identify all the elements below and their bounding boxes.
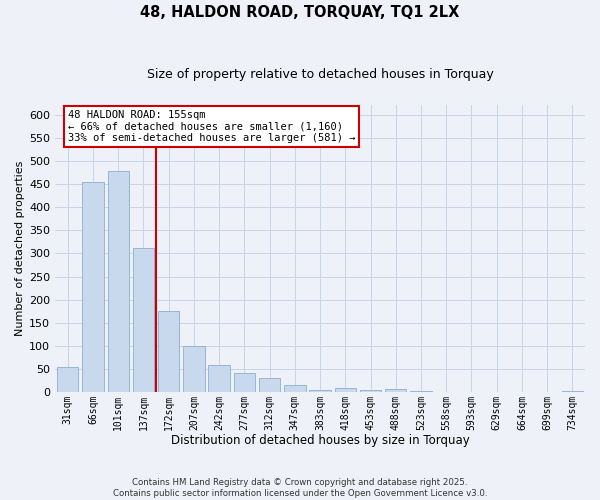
Bar <box>107 171 129 392</box>
Bar <box>360 390 381 392</box>
Text: 48 HALDON ROAD: 155sqm
← 66% of detached houses are smaller (1,160)
33% of semi-: 48 HALDON ROAD: 155sqm ← 66% of detached… <box>68 110 355 143</box>
Text: 48, HALDON ROAD, TORQUAY, TQ1 2LX: 48, HALDON ROAD, TORQUAY, TQ1 2LX <box>140 5 460 20</box>
X-axis label: Distribution of detached houses by size in Torquay: Distribution of detached houses by size … <box>171 434 469 448</box>
Bar <box>133 248 154 392</box>
Bar <box>259 378 280 392</box>
Bar <box>82 182 104 392</box>
Y-axis label: Number of detached properties: Number of detached properties <box>15 161 25 336</box>
Bar <box>284 386 305 392</box>
Bar <box>233 373 255 392</box>
Bar <box>158 312 179 392</box>
Bar <box>57 367 79 392</box>
Bar <box>183 346 205 393</box>
Text: Contains HM Land Registry data © Crown copyright and database right 2025.
Contai: Contains HM Land Registry data © Crown c… <box>113 478 487 498</box>
Title: Size of property relative to detached houses in Torquay: Size of property relative to detached ho… <box>147 68 493 80</box>
Bar <box>310 390 331 392</box>
Bar <box>208 366 230 392</box>
Bar <box>335 388 356 392</box>
Bar <box>385 388 406 392</box>
Bar <box>410 391 432 392</box>
